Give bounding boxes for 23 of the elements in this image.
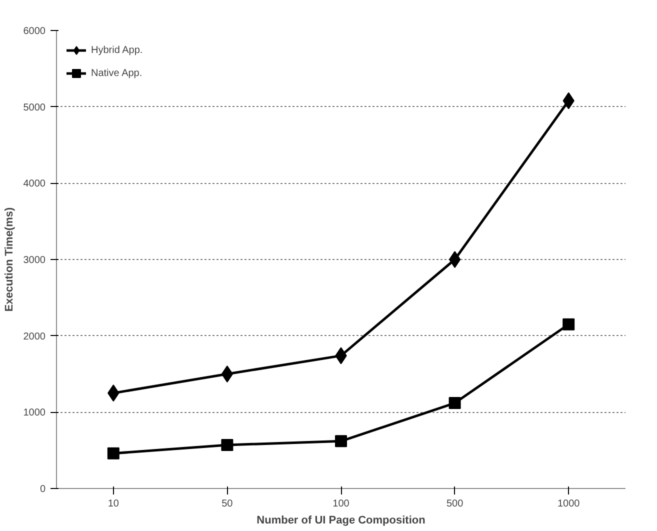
point [448, 251, 461, 268]
y-axis-title: Execution Time(ms) [3, 207, 16, 312]
y-tick-label: 5000 [23, 102, 46, 114]
legend-label: Hybrid App. [91, 44, 143, 56]
point [221, 438, 234, 451]
x-tick-label: 500 [446, 498, 464, 510]
legend-label: Native App. [91, 68, 142, 78]
point [562, 318, 575, 330]
point [448, 397, 461, 410]
x-tick-label: 1000 [557, 498, 580, 510]
y-tick-label: 1000 [23, 408, 46, 419]
y-tick-label: 4000 [23, 178, 46, 190]
point [335, 435, 347, 448]
y-tick-label: 2000 [23, 331, 46, 342]
point [107, 447, 120, 460]
x-axis-title: Number of UI Page Composition [256, 514, 426, 526]
y-tick-label: 0 [40, 484, 46, 495]
point [221, 366, 234, 382]
y-tick-label: 6000 [23, 26, 46, 37]
x-tick-label: 10 [108, 498, 120, 510]
x-tick-label: 100 [332, 498, 350, 510]
x-tick-label: 50 [222, 498, 234, 510]
y-tick-label: 3000 [23, 255, 46, 266]
